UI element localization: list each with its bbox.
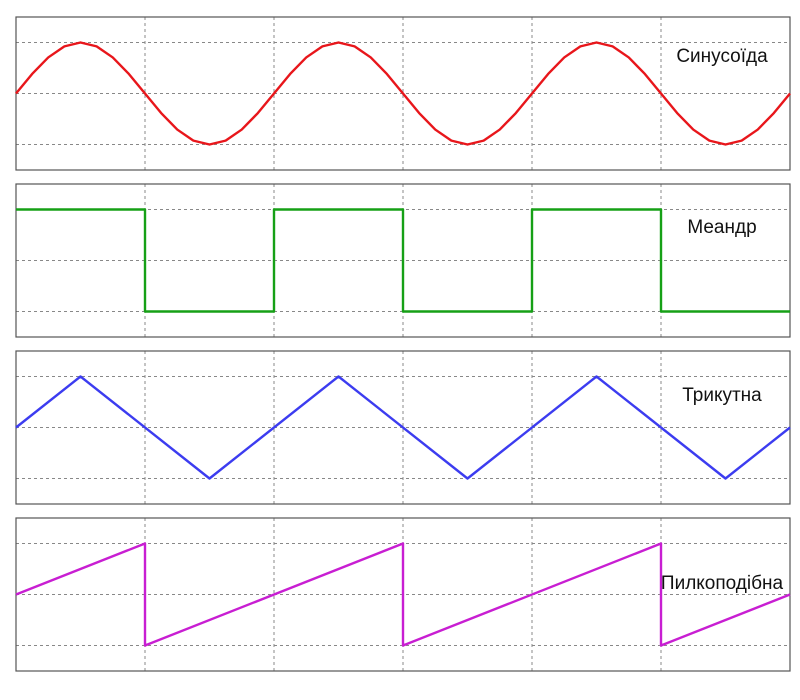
waveform bbox=[16, 208, 790, 313]
waveform bbox=[15, 375, 791, 480]
waveform bbox=[15, 542, 791, 647]
wave-label: Синусоїда bbox=[676, 46, 768, 67]
wave-label: Трикутна bbox=[682, 385, 762, 406]
wave-label: Пилкоподібна bbox=[661, 573, 784, 594]
panel-frame bbox=[15, 183, 791, 338]
waveform bbox=[15, 41, 791, 146]
wave-label: Меандр bbox=[687, 217, 756, 238]
